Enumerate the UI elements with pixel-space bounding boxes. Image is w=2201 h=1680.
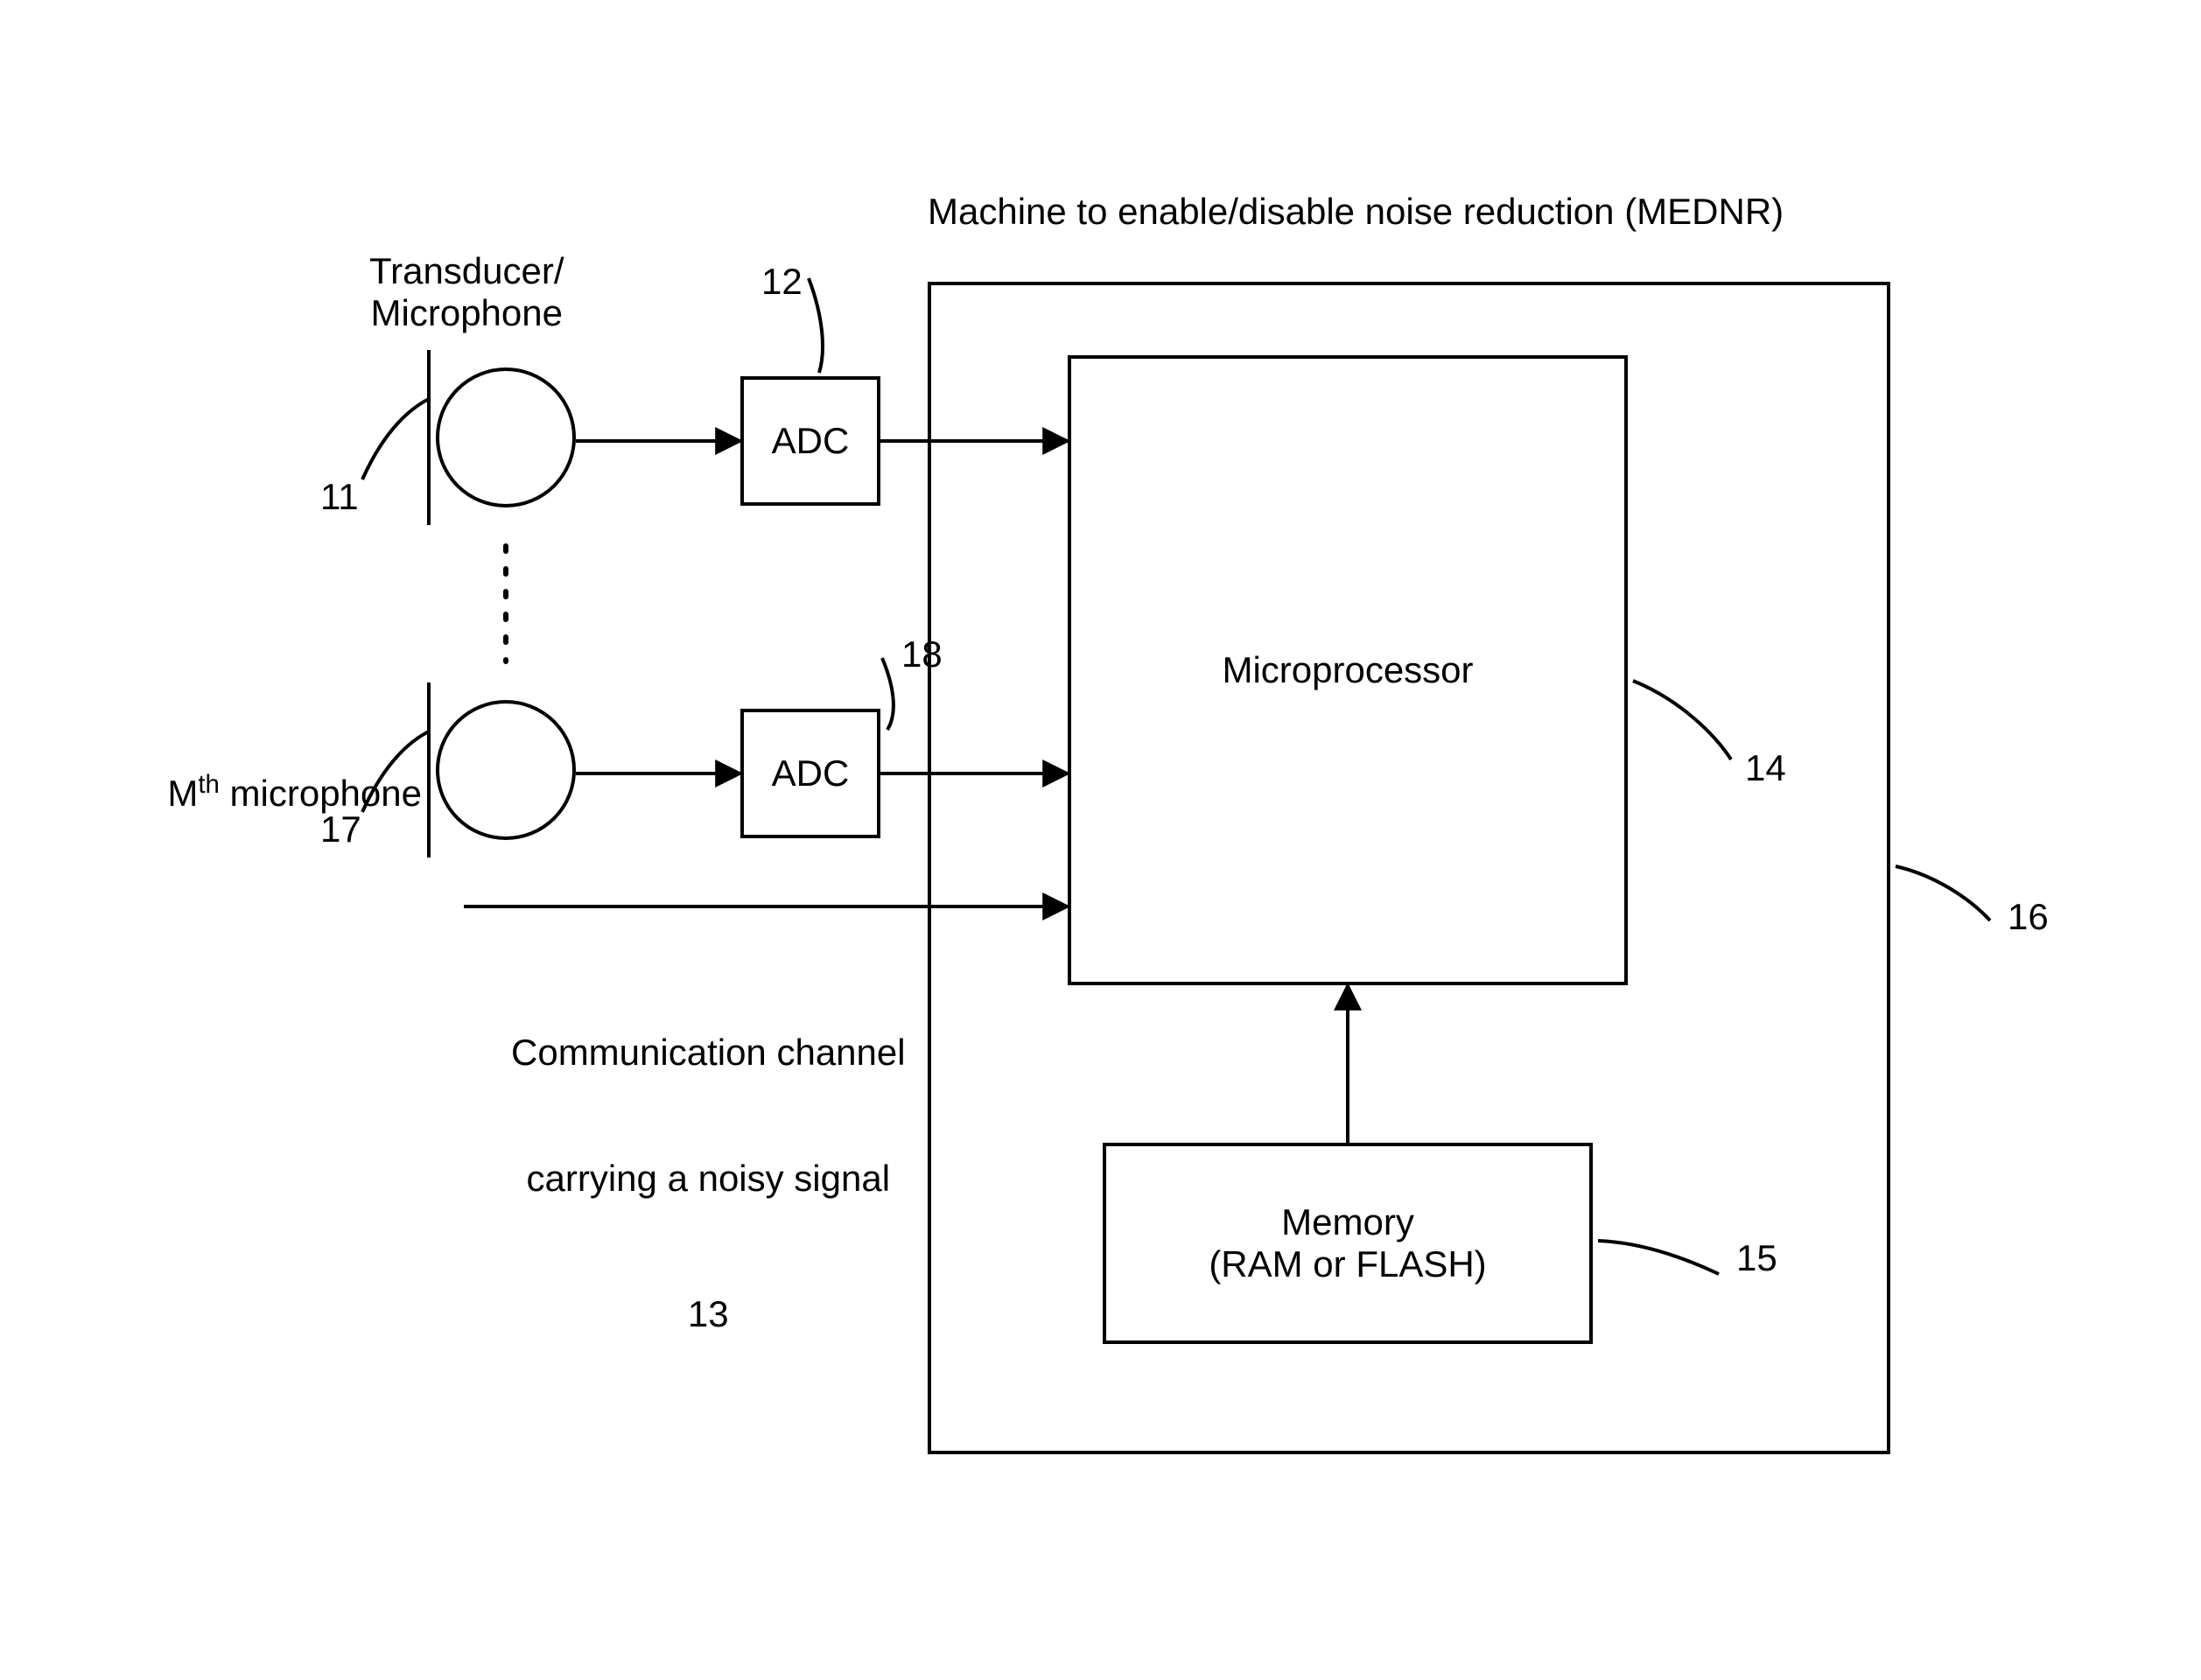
ref-11: 11 <box>320 476 359 518</box>
mth-sup: th <box>198 770 220 799</box>
leader-18 <box>882 658 894 730</box>
comm-l2: carrying a noisy signal <box>511 1158 906 1200</box>
ref-15: 15 <box>1736 1237 1777 1279</box>
leader-11 <box>362 399 429 480</box>
mth-m: M <box>167 773 198 814</box>
transducer-label: Transducer/ Microphone <box>369 250 564 335</box>
ref-13: 13 <box>511 1293 906 1335</box>
ref-18: 18 <box>901 634 943 676</box>
leader-16 <box>1896 866 1990 920</box>
ref-12: 12 <box>761 261 803 303</box>
leader-12 <box>809 278 823 373</box>
ref-17: 17 <box>320 808 361 850</box>
leader-15 <box>1598 1241 1719 1274</box>
ref-16: 16 <box>2008 896 2049 938</box>
title-label: Machine to enable/disable noise reductio… <box>928 191 1784 233</box>
leader-14 <box>1633 681 1731 760</box>
mth-microphone-label: Mth microphone <box>147 728 422 816</box>
comm-l1: Communication channel <box>511 1032 906 1074</box>
ref-14: 14 <box>1745 747 1786 789</box>
comm-channel-label: Communication channel carrying a noisy s… <box>511 947 906 1378</box>
